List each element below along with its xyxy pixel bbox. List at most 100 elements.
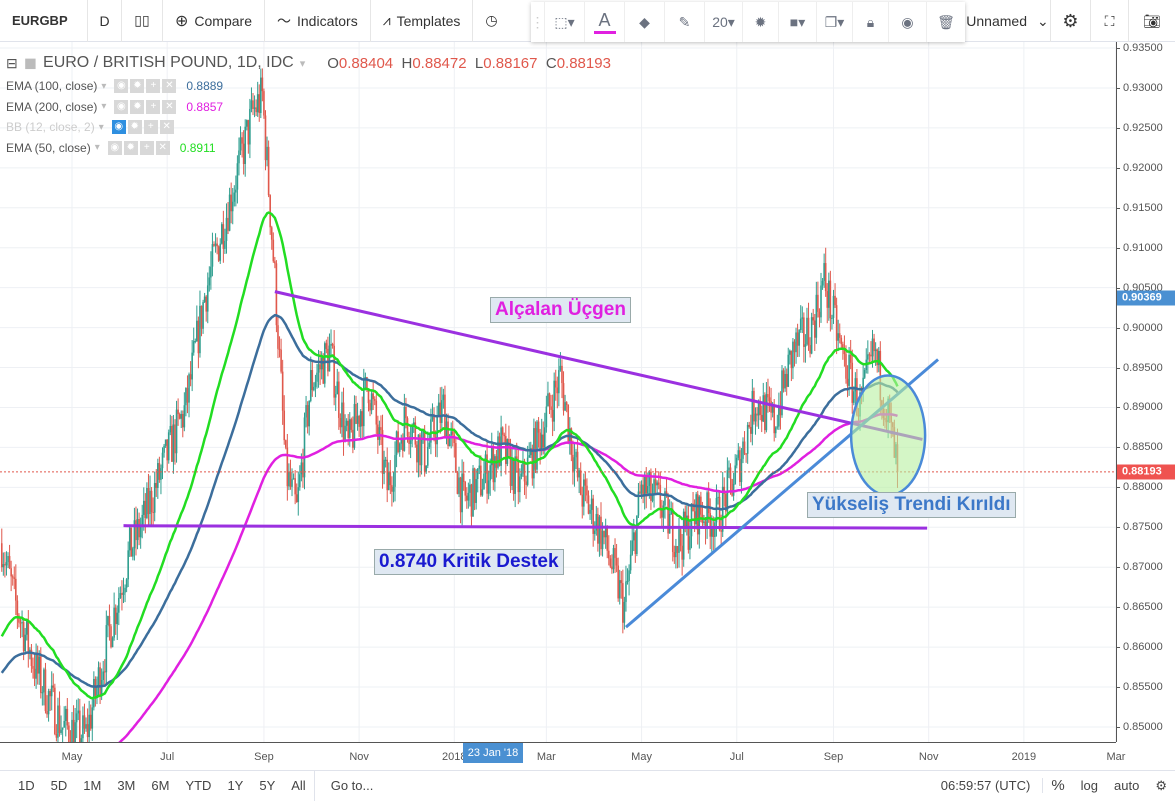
select-style-button[interactable]: ⬚▾ bbox=[545, 2, 585, 42]
candle-body bbox=[742, 441, 744, 459]
close-icon[interactable]: ✕ bbox=[155, 140, 170, 155]
range-1y[interactable]: 1Y bbox=[227, 778, 244, 793]
background-button[interactable]: ■▾ bbox=[779, 2, 817, 42]
font-size-select[interactable]: 20 ▾ bbox=[705, 2, 743, 42]
note-critical-support[interactable]: 0.8740 Kritik Destek bbox=[374, 549, 564, 575]
layout-name-button[interactable]: Unnamed ⌄ bbox=[965, 0, 1050, 42]
candle-body bbox=[61, 727, 64, 730]
candle-body bbox=[127, 550, 129, 580]
candle-body bbox=[64, 708, 67, 721]
range-all[interactable]: All bbox=[291, 778, 306, 793]
gear-icon[interactable]: ✹ bbox=[130, 79, 145, 94]
line-color-button[interactable]: ✎ bbox=[665, 2, 705, 42]
clone-button[interactable]: ❐▾ bbox=[817, 2, 853, 42]
indicator-name[interactable]: EMA (100, close) bbox=[6, 79, 98, 94]
gear-icon[interactable]: ✹ bbox=[123, 140, 138, 155]
collapse-icon[interactable]: ⊟ bbox=[6, 54, 18, 71]
candle-body bbox=[765, 394, 768, 431]
indicator-name[interactable]: EMA (50, close) bbox=[6, 140, 91, 155]
chevron-down-icon[interactable]: ▾ bbox=[94, 142, 100, 154]
chevron-down-icon[interactable]: ▾ bbox=[299, 57, 306, 70]
compare-label: Compare bbox=[194, 12, 252, 29]
candle-body bbox=[83, 715, 86, 729]
plus-icon[interactable]: + bbox=[146, 99, 161, 114]
plus-icon[interactable]: + bbox=[143, 120, 158, 135]
text-color-button[interactable]: A bbox=[585, 2, 625, 42]
range-1m[interactable]: 1M bbox=[83, 778, 102, 793]
delete-button[interactable]: 🗑︎ bbox=[927, 2, 965, 42]
settings-button[interactable]: ✹ bbox=[743, 2, 779, 42]
note-descending-triangle[interactable]: Alçalan Üçgen bbox=[490, 297, 631, 323]
trendline-drawing bbox=[274, 290, 923, 441]
visibility-button[interactable]: ◉ bbox=[889, 2, 927, 42]
candle-body bbox=[132, 548, 134, 557]
candle-body bbox=[782, 370, 785, 389]
note-uptrend-broken[interactable]: Yükseliş Trendi Kırıldı bbox=[807, 492, 1016, 518]
price-axis[interactable]: 0.93500 0.93000 0.92500 0.92000 0.91500 0.910… bbox=[1116, 42, 1175, 742]
chevron-down-icon[interactable]: ▾ bbox=[98, 121, 104, 133]
indicators-button[interactable]: 〜 Indicators bbox=[265, 0, 371, 42]
candle-body bbox=[174, 424, 176, 454]
eye-icon[interactable]: ◉ bbox=[114, 99, 129, 114]
range-5y[interactable]: 5Y bbox=[259, 778, 276, 793]
candle-body bbox=[417, 434, 420, 463]
range-1d[interactable]: 1D bbox=[18, 778, 35, 793]
auto-toggle[interactable]: auto bbox=[1114, 778, 1140, 793]
interval-button[interactable]: D bbox=[88, 0, 122, 42]
chevron-down-icon[interactable]: ▾ bbox=[101, 101, 107, 113]
range-5d[interactable]: 5D bbox=[50, 778, 68, 793]
plus-icon[interactable]: + bbox=[146, 79, 161, 94]
templates-button[interactable]: ⩘ Templates bbox=[371, 0, 474, 42]
snapshot-button[interactable]: 📷︎ bbox=[1128, 0, 1175, 42]
plus-icon[interactable]: + bbox=[139, 140, 154, 155]
candle-body bbox=[325, 343, 328, 349]
alert-button[interactable]: ◷ bbox=[473, 0, 509, 42]
axis-settings-button[interactable]: ⚙ bbox=[1147, 778, 1175, 794]
clock-icon: ◷ bbox=[485, 12, 498, 28]
chart-type-button[interactable]: ▯▯ bbox=[122, 0, 163, 42]
compare-button[interactable]: ⊕ Compare bbox=[163, 0, 265, 42]
fullscreen-button[interactable]: ⛶ bbox=[1090, 0, 1128, 42]
log-toggle[interactable]: log bbox=[1080, 778, 1099, 793]
candle-body bbox=[242, 143, 245, 165]
candle-body bbox=[815, 294, 818, 338]
close-icon[interactable]: ✕ bbox=[162, 99, 177, 114]
eye-icon[interactable]: ◉ bbox=[114, 79, 129, 94]
drag-handle-icon[interactable]: ⋮ bbox=[531, 2, 545, 42]
fill-color-button[interactable]: ◆ bbox=[625, 2, 665, 42]
eye-icon[interactable]: ◉ bbox=[107, 140, 122, 155]
trendline-drawing bbox=[123, 524, 928, 530]
candle-body bbox=[291, 479, 293, 487]
candle-body bbox=[801, 317, 804, 319]
candle-body bbox=[149, 490, 151, 515]
close-icon[interactable]: ✕ bbox=[159, 120, 174, 135]
indicator-value: 0.8911 bbox=[179, 140, 216, 155]
indicator-name[interactable]: BB (12, close, 2) bbox=[6, 120, 95, 135]
candle-body bbox=[804, 344, 807, 347]
range-ytd[interactable]: YTD bbox=[185, 778, 212, 793]
indicator-name[interactable]: EMA (200, close) bbox=[6, 99, 98, 114]
gear-icon[interactable]: ✹ bbox=[130, 99, 145, 114]
eye-icon[interactable]: ◉ bbox=[111, 120, 126, 135]
price-chart[interactable] bbox=[0, 42, 1116, 742]
candle-body bbox=[673, 552, 676, 558]
candle-body bbox=[734, 465, 736, 484]
close-icon[interactable]: ✕ bbox=[162, 79, 177, 94]
candle-body bbox=[623, 601, 626, 623]
range-6m[interactable]: 6M bbox=[151, 778, 170, 793]
candle-body bbox=[829, 280, 832, 319]
chart-settings-button[interactable]: ⚙ bbox=[1050, 0, 1090, 42]
symbol-search[interactable]: EURGBP bbox=[0, 0, 88, 42]
candle-body bbox=[637, 491, 640, 516]
candle-body bbox=[397, 431, 399, 452]
time-axis[interactable]: Mar 2019 Nov Sep Jul May Mar 2018 Nov Sep Jul May 2… bbox=[0, 742, 1125, 770]
candle-body bbox=[197, 320, 200, 354]
percent-toggle[interactable]: % bbox=[1051, 777, 1065, 794]
chevron-down-icon[interactable]: ▾ bbox=[101, 80, 107, 92]
candle-body bbox=[103, 671, 106, 673]
layout-name: Unnamed bbox=[966, 13, 1027, 29]
gear-icon[interactable]: ✹ bbox=[127, 120, 142, 135]
goto-button[interactable]: Go to... bbox=[330, 778, 374, 793]
range-3m[interactable]: 3M bbox=[117, 778, 136, 793]
lock-button[interactable]: 🔒︎ bbox=[853, 2, 889, 42]
